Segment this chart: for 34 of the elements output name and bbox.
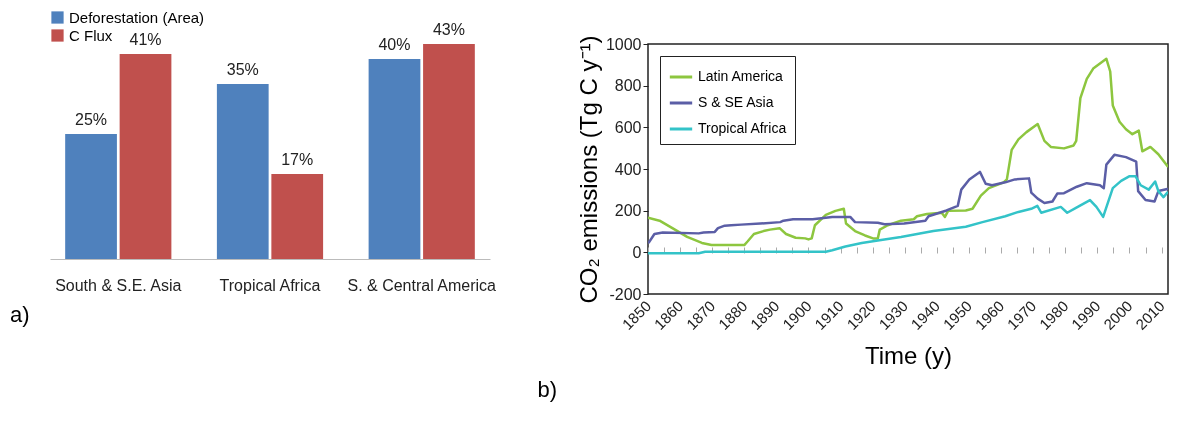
bar <box>271 174 324 259</box>
x-tick-label: S. & Central America <box>347 276 497 294</box>
text: a) <box>10 302 30 327</box>
legend-label: Latin America <box>698 68 784 84</box>
y-tick-label: 1000 <box>605 35 642 53</box>
x-tick-label: South & S.E. Asia <box>55 276 182 294</box>
x-axis-title: Time (y) <box>864 341 953 369</box>
legend-label: Tropical Africa <box>698 120 787 136</box>
data-label: 17% <box>281 151 314 168</box>
y-tick-label: 0 <box>632 243 642 261</box>
y-tick-label: 600 <box>614 118 642 136</box>
data-label: 43% <box>432 21 465 38</box>
line-series <box>648 57 1168 247</box>
bar <box>119 54 172 259</box>
text: b) <box>537 377 557 403</box>
bar <box>368 59 421 259</box>
legend-label: Deforestation (Area) <box>69 8 205 26</box>
y-tick-label: 200 <box>614 202 642 220</box>
line-series <box>648 175 1168 255</box>
data-label: 40% <box>378 36 411 53</box>
y-tick-label: 400 <box>614 160 642 178</box>
y-tick-label: -200 <box>609 285 642 303</box>
y-axis-title: CO₂ emissions (Tg C y⁻¹) <box>574 35 602 304</box>
line-series <box>648 153 1168 244</box>
bar <box>216 84 269 259</box>
legend-label: C Flux <box>69 26 113 44</box>
x-tick-label: Tropical Africa <box>219 276 321 294</box>
bar <box>65 134 117 259</box>
data-label: 25% <box>75 111 108 128</box>
y-tick-label: 800 <box>614 77 642 95</box>
data-label: 41% <box>129 31 162 48</box>
data-label: 35% <box>226 61 259 78</box>
bar <box>423 44 475 259</box>
legend-label: S & SE Asia <box>698 94 774 110</box>
